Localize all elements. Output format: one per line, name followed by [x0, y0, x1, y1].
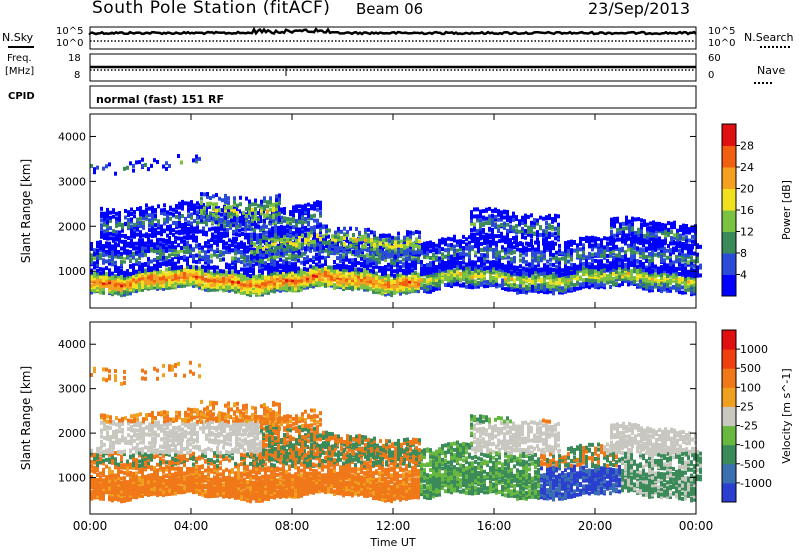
velocity-heatmap	[90, 361, 702, 504]
colorbar-label: Velocity [m s^-1]	[780, 368, 793, 463]
colorbar-tick-label: 500	[740, 362, 761, 375]
y-tick-label: 3000	[58, 175, 86, 188]
colorbar-tick-label: 24	[740, 161, 754, 174]
colorbar-swatch	[722, 406, 736, 426]
colorbar-swatch	[722, 426, 736, 446]
colorbar-swatch	[722, 253, 736, 275]
colorbar-tick-label: -25	[740, 420, 758, 433]
range-time-figure: 1000 2000 3000 4000 Slant Range [km] 4 8 12 16 20…	[0, 0, 800, 554]
colorbar-tick-label: 12	[740, 226, 754, 239]
x-tick-label: 12:00	[376, 519, 411, 533]
colorbar-tick-label: 4	[740, 269, 747, 282]
colorbar-swatch	[722, 167, 736, 189]
y-axis-label: Slant Range [km]	[19, 366, 33, 470]
x-tick-label: 20:00	[578, 519, 613, 533]
colorbar-tick-label: -1000	[740, 477, 772, 490]
colorbar-tick-label: 25	[740, 400, 754, 413]
y-tick-label: 4000	[58, 130, 86, 143]
y-tick-label: 3000	[58, 383, 86, 396]
x-tick-label: 04:00	[174, 519, 209, 533]
cpid-panel-frame	[90, 86, 696, 108]
colorbar-swatch	[722, 464, 736, 484]
x-tick-label: 16:00	[477, 519, 512, 533]
colorbar-swatch	[722, 189, 736, 211]
colorbar-tick-label: 100	[740, 381, 761, 394]
colorbar-tick-label: 16	[740, 204, 754, 217]
colorbar-swatch	[722, 210, 736, 232]
colorbar-swatch	[722, 483, 736, 503]
x-tick-label: 00:00	[73, 519, 108, 533]
colorbar-swatch	[722, 232, 736, 254]
y-tick-label: 1000	[58, 472, 86, 485]
colorbar-tick-label: 20	[740, 183, 754, 196]
x-tick-label: 08:00	[275, 519, 310, 533]
colorbar-label: Power [dB]	[780, 180, 793, 240]
y-tick-label: 1000	[58, 265, 86, 278]
x-axis-label: Time UT	[369, 536, 415, 549]
y-tick-label: 2000	[58, 220, 86, 233]
y-axis-label: Slant Range [km]	[19, 159, 33, 263]
nsky-trace	[90, 29, 696, 34]
colorbar-swatch	[722, 387, 736, 407]
x-tick-label: 00:00	[679, 519, 714, 533]
y-tick-label: 4000	[58, 338, 86, 351]
colorbar-swatch	[722, 368, 736, 388]
colorbar-tick-label: 28	[740, 140, 754, 153]
colorbar-swatch	[722, 349, 736, 369]
colorbar-swatch	[722, 330, 736, 350]
colorbar-tick-label: 8	[740, 247, 747, 260]
y-tick-label: 2000	[58, 427, 86, 440]
colorbar-tick-label: -100	[740, 439, 765, 452]
colorbar-tick-label: 1000	[740, 343, 768, 356]
colorbar-swatch	[722, 124, 736, 146]
colorbar-swatch	[722, 275, 736, 297]
nsky-panel-frame	[90, 27, 696, 49]
colorbar-swatch	[722, 146, 736, 168]
power-heatmap	[90, 154, 702, 297]
colorbar-tick-label: -500	[740, 458, 765, 471]
colorbar-swatch	[722, 445, 736, 465]
